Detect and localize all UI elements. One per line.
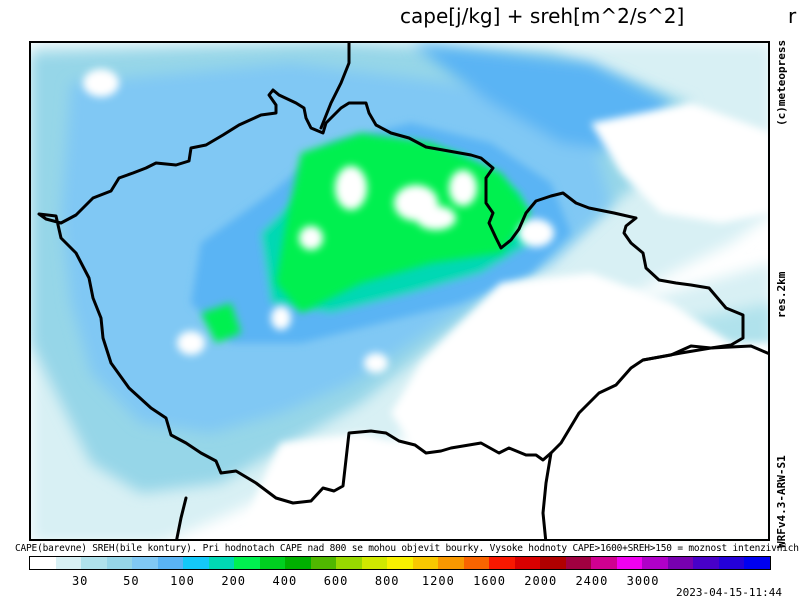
scale-swatch (285, 557, 311, 569)
copyright-label: (c)meteopress (775, 39, 788, 126)
cape-map (31, 43, 768, 539)
scale-swatch (463, 557, 490, 569)
border-east (641, 344, 768, 362)
scale-swatch (106, 557, 133, 569)
scale-swatch (81, 557, 107, 569)
scale-swatch (412, 557, 439, 569)
scale-swatch (183, 557, 209, 569)
scale-swatch (718, 557, 745, 569)
border-southwest (175, 496, 188, 539)
map-title: cape[j/kg] + sreh[m^2/s^2] (400, 4, 685, 28)
scale-swatch (30, 557, 56, 569)
scale-swatch (489, 557, 515, 569)
scale-swatch (157, 557, 184, 569)
scale-swatch (591, 557, 617, 569)
scale-swatch (361, 557, 388, 569)
resolution-label: res.2km (775, 271, 788, 318)
scale-swatch (744, 557, 770, 569)
run-timestamp: 2023-04-15-11:44 (676, 586, 782, 599)
border-north (319, 43, 351, 130)
model-label: WRFv4.3-ARW-S1 (775, 455, 788, 548)
scale-swatch (336, 557, 362, 569)
border-czech (37, 88, 745, 505)
scale-swatch (387, 557, 413, 569)
scale-tick-label: 2000 (524, 574, 558, 588)
scale-tick-label: 3000 (626, 574, 660, 588)
scale-tick-label: 100 (170, 574, 195, 588)
scale-swatch (55, 557, 82, 569)
scale-swatch (132, 557, 158, 569)
color-scale-ticks: 30 50 100 200 400 600 800 1200 1600 2000 2400 3000 (29, 574, 771, 588)
border-south (541, 451, 553, 539)
scale-swatch (310, 557, 337, 569)
scale-tick-label: 600 (323, 574, 349, 588)
color-scale (29, 556, 771, 570)
scale-swatch (259, 557, 286, 569)
scale-swatch (234, 557, 260, 569)
scale-swatch (642, 557, 668, 569)
scale-tick-label: 1200 (421, 574, 455, 588)
scale-swatch (208, 557, 235, 569)
legend-note: CAPE(barevne) SREH(bile kontury). Pri ho… (15, 543, 800, 554)
scale-swatch (514, 557, 541, 569)
scale-tick-label: 800 (374, 574, 400, 588)
map-panel (29, 41, 770, 541)
scale-swatch (667, 557, 694, 569)
map-title-fragment: r (788, 4, 797, 28)
scale-tick-label: 200 (221, 574, 247, 588)
scale-swatch (616, 557, 643, 569)
map-borders (37, 43, 768, 539)
scale-swatch (693, 557, 719, 569)
scale-tick-label: 1600 (473, 574, 506, 588)
scale-swatch (565, 557, 592, 569)
scale-swatch (540, 557, 566, 569)
cape-gaps (83, 69, 768, 539)
scale-tick-label: 50 (123, 574, 140, 588)
scale-tick-label: 2400 (575, 574, 609, 588)
scale-swatch (438, 557, 464, 569)
scale-tick-label: 30 (71, 574, 89, 588)
scale-tick-label: 400 (272, 574, 298, 588)
